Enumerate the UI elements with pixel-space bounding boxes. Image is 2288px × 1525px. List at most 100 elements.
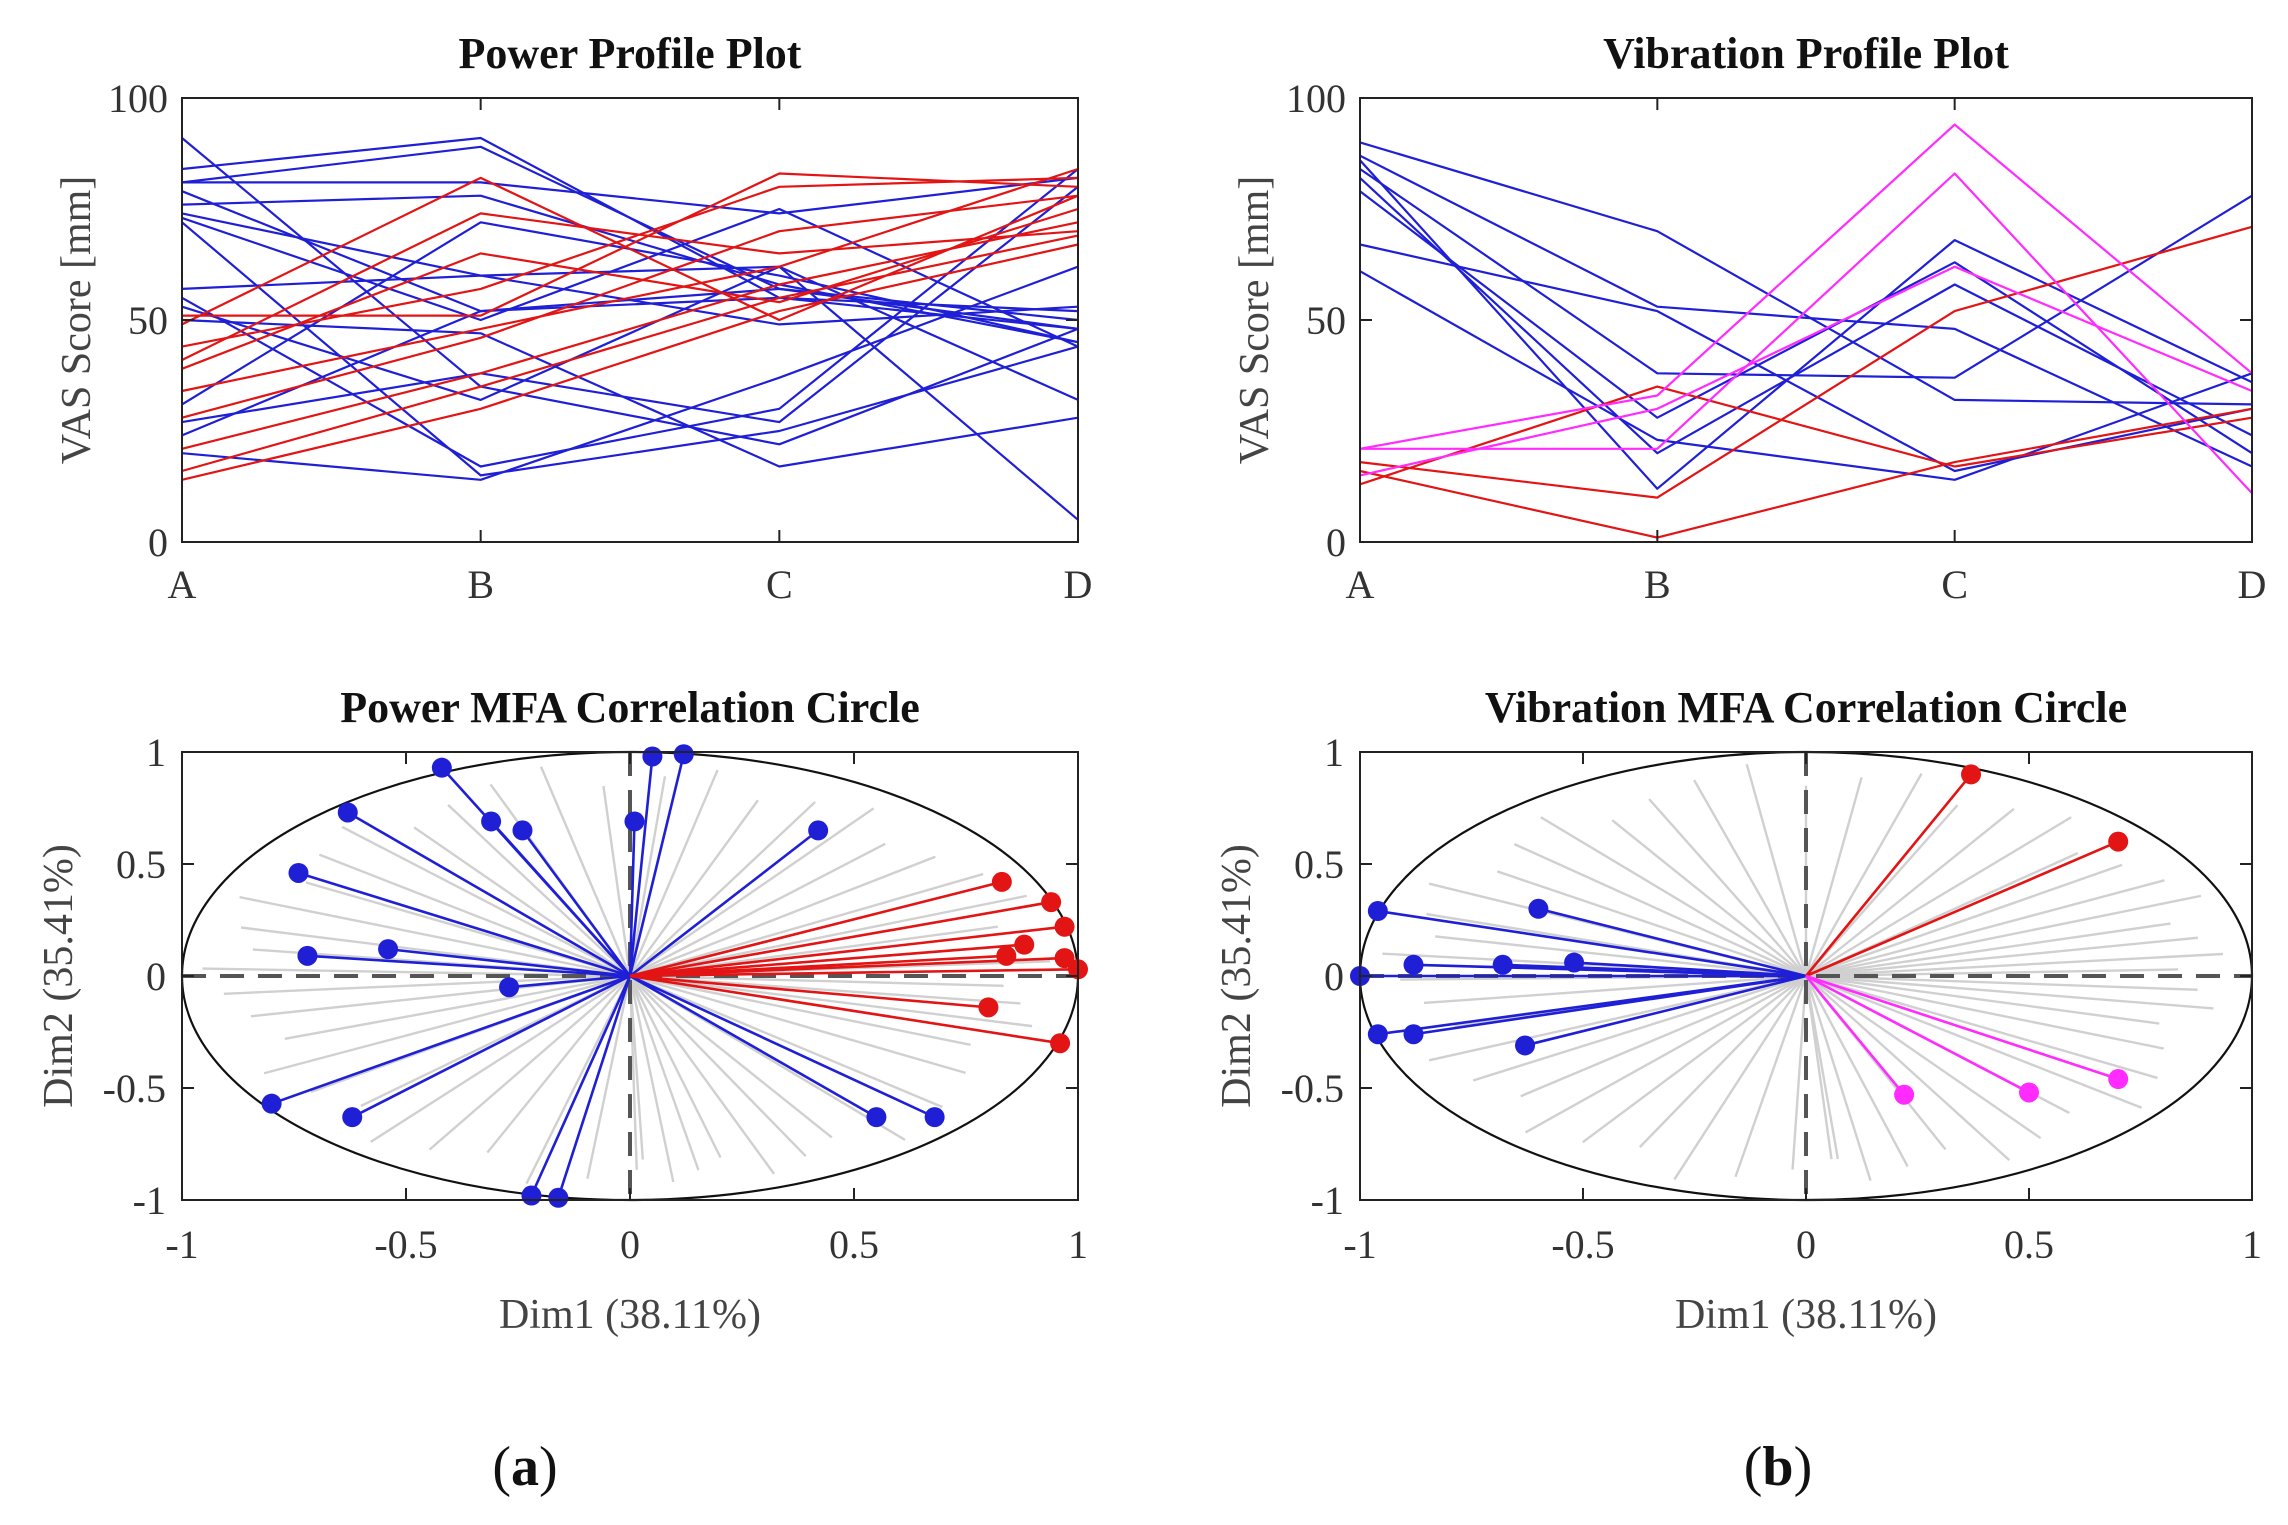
panel-label-a: (a)	[492, 1436, 557, 1498]
vector-point-blue	[1564, 952, 1585, 973]
background-vector	[1805, 975, 2042, 1140]
background-vector	[1804, 773, 1923, 977]
vector-line-blue	[1524, 974, 1807, 1047]
vector-point-blue	[1367, 901, 1388, 922]
series-line-magenta-1	[1359, 123, 2253, 450]
series-line-blue-4	[1359, 168, 2253, 379]
vector-line-blue	[1377, 909, 1807, 978]
y-tick-label: -0.5	[103, 1066, 166, 1111]
vector-point-blue	[521, 1185, 542, 1206]
vector-point-blue	[924, 1107, 945, 1128]
background-vector	[239, 895, 631, 978]
series-line-blue-4	[182, 176, 1079, 215]
vector-point-blue	[342, 1107, 363, 1128]
background-vector	[1805, 936, 2198, 978]
y-tick-label: 0	[1326, 520, 1346, 565]
vector-point-blue	[1403, 954, 1424, 975]
background-vector	[629, 974, 966, 1075]
vector-line-blue	[351, 974, 631, 1119]
vector-point-red	[1961, 764, 1982, 785]
background-vector	[629, 855, 936, 978]
background-vector	[1805, 952, 2224, 978]
y-tick-label: 0	[146, 954, 166, 999]
background-vector	[1805, 816, 2072, 978]
series-line-blue-3	[1359, 159, 2253, 490]
chart-title: Vibration Profile Plot	[1603, 29, 2009, 78]
background-vector	[628, 975, 638, 1170]
vector-line-magenta	[1805, 974, 2119, 1081]
series-line-blue-6	[1359, 190, 2253, 455]
background-vector	[263, 974, 631, 1075]
vector-line-blue	[298, 871, 631, 978]
y-tick-label: 1	[1324, 730, 1344, 775]
background-vector	[629, 807, 875, 977]
vector-line-red	[629, 967, 1079, 978]
series-line-blue-9	[181, 221, 1079, 477]
vector-line-red	[629, 900, 1052, 978]
vector-line-blue	[629, 974, 878, 1119]
series-line-blue-7	[1359, 243, 2253, 473]
series-line-blue-12	[181, 265, 1079, 521]
x-tick-label: 0.5	[2004, 1222, 2054, 1267]
power-profile-chart: Power Profile Plot 0 50 100 A B C D VAS Score [m…	[54, 29, 1092, 607]
vector-line-red	[1804, 773, 1973, 977]
series-line-red-4	[181, 212, 1079, 361]
series-line-red-6	[181, 167, 1079, 393]
background-vector	[1804, 975, 1909, 1167]
vector-line-blue	[1413, 974, 1807, 1036]
background-vector	[223, 974, 631, 995]
background-vector	[629, 974, 943, 1109]
background-vector	[1524, 974, 1807, 1134]
background-vector	[1745, 763, 1808, 977]
x-tick-label: -1	[1343, 1222, 1376, 1267]
x-tick-label: B	[467, 562, 494, 607]
series-line-blue-7	[181, 212, 1079, 401]
series-line-blue-11	[181, 168, 1079, 468]
background-vector	[539, 766, 632, 977]
background-vector	[1805, 879, 2165, 978]
vector-point-blue	[1515, 1035, 1536, 1056]
series-line-blue-2	[1359, 154, 2253, 468]
vector-point-blue	[481, 811, 502, 832]
background-vector	[629, 975, 833, 1139]
x-tick-label: D	[1064, 562, 1093, 607]
vector-point-blue	[642, 746, 663, 767]
series-line-red-10	[181, 243, 1079, 481]
background-vector	[1520, 974, 1807, 1098]
background-vector	[447, 804, 631, 977]
series-line-blue-13	[181, 318, 1079, 468]
vector-line-blue	[307, 954, 631, 978]
background-vector	[1673, 975, 1808, 1181]
y-axis-label: Dim2 (35.41%)	[36, 844, 82, 1108]
vector-line-red	[629, 925, 1065, 978]
series-line-blue-8	[1359, 270, 2253, 481]
y-tick-label: 1	[146, 730, 166, 775]
y-tick-label: 0.5	[1294, 842, 1344, 887]
background-vector	[370, 974, 631, 1143]
background-vector	[1804, 777, 1863, 977]
background-vector	[629, 872, 984, 978]
y-tick-label: 0	[1324, 954, 1344, 999]
vector-line-blue	[521, 829, 632, 977]
background-vector	[1472, 974, 1807, 1082]
series-line-blue-16	[181, 296, 1079, 437]
background-vector	[1805, 863, 2123, 978]
vector-line-red	[629, 974, 989, 1009]
vector-point-blue	[1367, 1024, 1388, 1045]
x-tick-label: -1	[165, 1222, 198, 1267]
series-line-magenta-2	[1360, 172, 2253, 494]
vector-line-blue	[628, 753, 686, 977]
vector-line-red	[629, 956, 1065, 978]
background-vector	[1804, 975, 1840, 1160]
series-line-red-9	[181, 234, 1079, 473]
background-vector	[1540, 816, 1807, 978]
panel-label-b: (b)	[1744, 1436, 1812, 1498]
background-vector	[1638, 975, 1807, 1148]
vector-point-blue	[288, 862, 309, 883]
series-line-red-1	[1359, 225, 2253, 499]
vector-point-blue	[548, 1187, 569, 1208]
vector-line-red	[629, 943, 1025, 978]
y-tick-label: -1	[133, 1178, 166, 1223]
background-vector	[1805, 807, 2015, 977]
vector-line-blue	[629, 974, 936, 1119]
